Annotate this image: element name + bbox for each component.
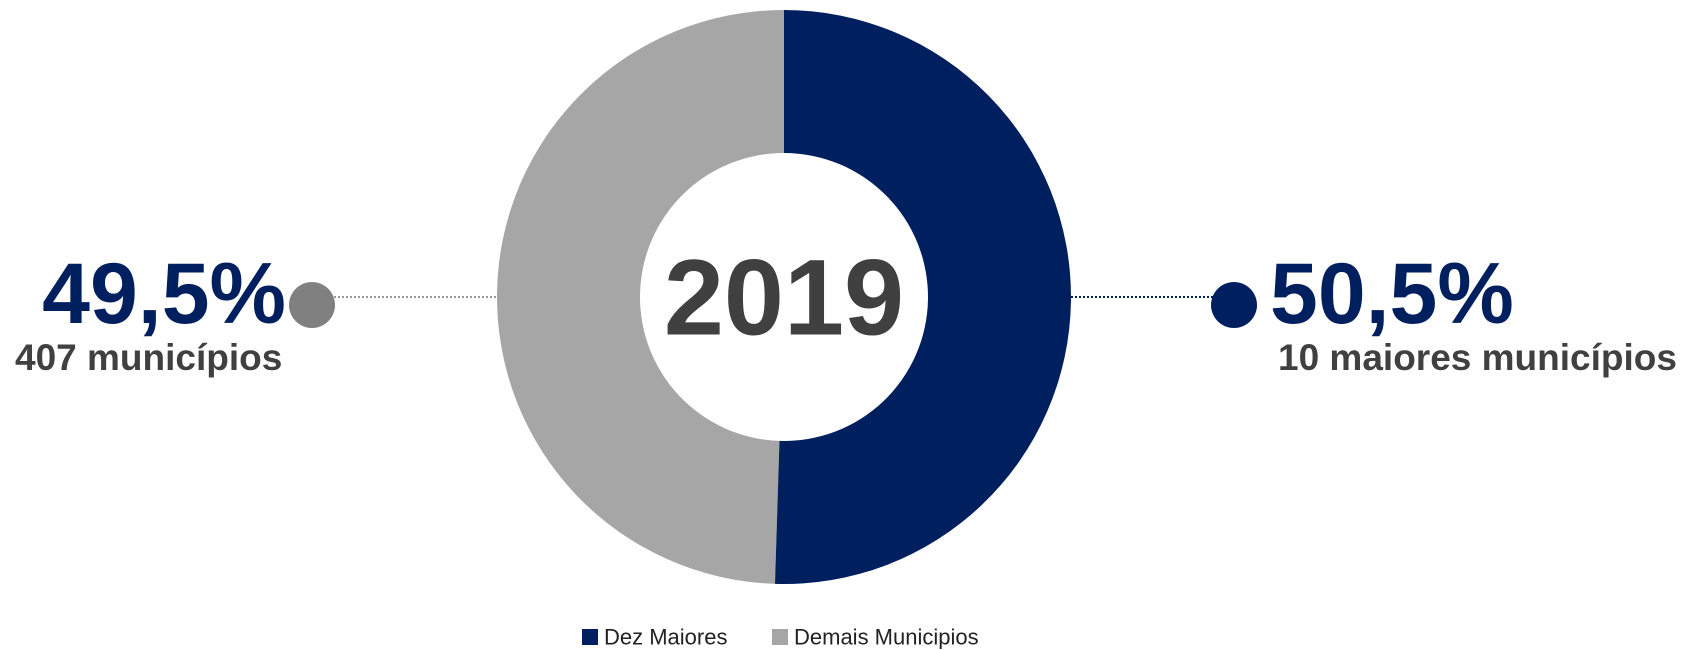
legend-swatch: [772, 629, 788, 645]
legend-label: Demais Municipios: [794, 625, 979, 650]
legend-swatch: [582, 629, 598, 645]
center-label: 2019: [664, 237, 904, 358]
callout-dot: [289, 282, 335, 328]
annotation: 10 maiores municípios: [1278, 337, 1677, 378]
callout-dot: [1211, 282, 1257, 328]
annotation: 407 municípios: [15, 337, 282, 378]
value-label: 49,5%: [42, 246, 286, 342]
value-label: 50,5%: [1270, 246, 1514, 342]
donut-slice: [496, 10, 784, 584]
legend-label: Dez Maiores: [604, 625, 727, 650]
donut-slice: [774, 10, 1071, 584]
